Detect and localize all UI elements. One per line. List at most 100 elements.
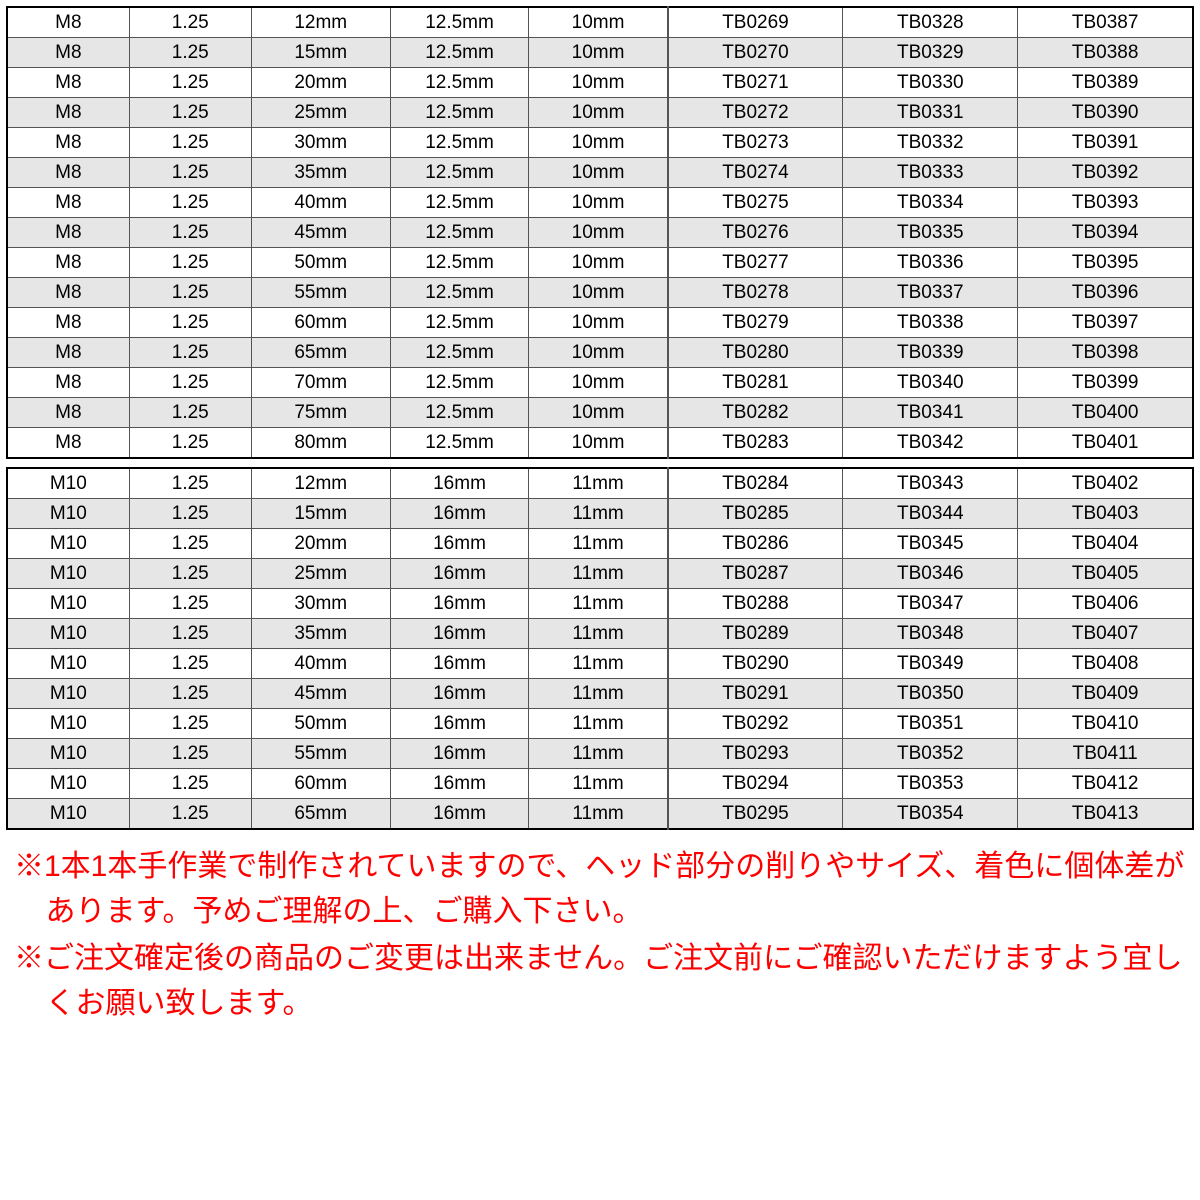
table-cell: TB0397	[1018, 308, 1193, 338]
table-cell: TB0340	[843, 368, 1018, 398]
table-cell: TB0345	[843, 529, 1018, 559]
table-cell: TB0273	[668, 128, 843, 158]
table-cell: M8	[7, 338, 129, 368]
table-row: M81.2530mm12.5mm10mmTB0273TB0332TB0391	[7, 128, 1193, 158]
table-cell: TB0387	[1018, 7, 1193, 38]
table-row: M81.2580mm12.5mm10mmTB0283TB0342TB0401	[7, 428, 1193, 459]
table-cell: TB0331	[843, 98, 1018, 128]
table-cell: 11mm	[529, 709, 668, 739]
table-cell: TB0398	[1018, 338, 1193, 368]
table-cell: 11mm	[529, 619, 668, 649]
table-cell: 1.25	[129, 68, 251, 98]
table-cell: 50mm	[251, 248, 390, 278]
table-cell: 30mm	[251, 589, 390, 619]
table-cell: TB0276	[668, 218, 843, 248]
table-cell: TB0350	[843, 679, 1018, 709]
table-cell: 80mm	[251, 428, 390, 459]
table-cell: TB0413	[1018, 799, 1193, 830]
table-cell: TB0336	[843, 248, 1018, 278]
table-cell: 11mm	[529, 799, 668, 830]
table-cell: M8	[7, 428, 129, 459]
table-cell: M10	[7, 709, 129, 739]
table-cell: TB0338	[843, 308, 1018, 338]
table-cell: TB0283	[668, 428, 843, 459]
table-cell: M8	[7, 398, 129, 428]
table-cell: 15mm	[251, 38, 390, 68]
table-row: M81.2545mm12.5mm10mmTB0276TB0335TB0394	[7, 218, 1193, 248]
table-cell: 1.25	[129, 679, 251, 709]
table-row: M81.2560mm12.5mm10mmTB0279TB0338TB0397	[7, 308, 1193, 338]
table-row: M81.2575mm12.5mm10mmTB0282TB0341TB0400	[7, 398, 1193, 428]
table-cell: TB0390	[1018, 98, 1193, 128]
table-cell: TB0281	[668, 368, 843, 398]
table-cell: 45mm	[251, 218, 390, 248]
notice-line-1: ※1本1本手作業で制作されていますので、ヘッド部分の削りやサイズ、着色に個体差が…	[14, 844, 1186, 934]
table-cell: TB0277	[668, 248, 843, 278]
table-cell: TB0349	[843, 649, 1018, 679]
table-row: M101.2525mm16mm11mmTB0287TB0346TB0405	[7, 559, 1193, 589]
table-cell: M10	[7, 589, 129, 619]
table-cell: 11mm	[529, 559, 668, 589]
table-cell: TB0291	[668, 679, 843, 709]
table-cell: TB0292	[668, 709, 843, 739]
table-cell: M8	[7, 158, 129, 188]
table-cell: 12.5mm	[390, 98, 529, 128]
table-cell: TB0328	[843, 7, 1018, 38]
table-cell: TB0287	[668, 559, 843, 589]
table-cell: 11mm	[529, 769, 668, 799]
table-cell: TB0392	[1018, 158, 1193, 188]
table-cell: 12mm	[251, 468, 390, 499]
table-cell: 10mm	[529, 188, 668, 218]
table-cell: M8	[7, 128, 129, 158]
table-cell: 16mm	[390, 468, 529, 499]
table-cell: TB0339	[843, 338, 1018, 368]
table-cell: M8	[7, 68, 129, 98]
table-cell: TB0289	[668, 619, 843, 649]
table-cell: 12.5mm	[390, 158, 529, 188]
table-cell: 16mm	[390, 679, 529, 709]
table-cell: TB0389	[1018, 68, 1193, 98]
table-cell: 1.25	[129, 248, 251, 278]
table-cell: M10	[7, 799, 129, 830]
table-cell: 10mm	[529, 98, 668, 128]
table-cell: TB0400	[1018, 398, 1193, 428]
table-cell: 1.25	[129, 739, 251, 769]
table-cell: 10mm	[529, 368, 668, 398]
table-cell: M8	[7, 248, 129, 278]
table-cell: 30mm	[251, 128, 390, 158]
table-row: M81.2565mm12.5mm10mmTB0280TB0339TB0398	[7, 338, 1193, 368]
table-cell: TB0294	[668, 769, 843, 799]
table-row: M101.2535mm16mm11mmTB0289TB0348TB0407	[7, 619, 1193, 649]
table-cell: 55mm	[251, 739, 390, 769]
table-cell: TB0335	[843, 218, 1018, 248]
table-cell: TB0344	[843, 499, 1018, 529]
table-cell: 10mm	[529, 308, 668, 338]
table-cell: TB0352	[843, 739, 1018, 769]
table-cell: TB0408	[1018, 649, 1193, 679]
table-cell: TB0290	[668, 649, 843, 679]
table-row: M101.2520mm16mm11mmTB0286TB0345TB0404	[7, 529, 1193, 559]
table-row: M81.2570mm12.5mm10mmTB0281TB0340TB0399	[7, 368, 1193, 398]
table-cell: 1.25	[129, 188, 251, 218]
table-cell: 16mm	[390, 799, 529, 830]
table-row: M81.2535mm12.5mm10mmTB0274TB0333TB0392	[7, 158, 1193, 188]
table-cell: TB0412	[1018, 769, 1193, 799]
table-cell: 10mm	[529, 7, 668, 38]
table-cell: 1.25	[129, 398, 251, 428]
table-cell: TB0284	[668, 468, 843, 499]
table-cell: TB0353	[843, 769, 1018, 799]
table-cell: 11mm	[529, 739, 668, 769]
table-cell: 20mm	[251, 529, 390, 559]
table-cell: 10mm	[529, 338, 668, 368]
table-cell: 35mm	[251, 619, 390, 649]
table-row: M81.2515mm12.5mm10mmTB0270TB0329TB0388	[7, 38, 1193, 68]
table-cell: TB0274	[668, 158, 843, 188]
table-cell: 40mm	[251, 649, 390, 679]
table-cell: 65mm	[251, 338, 390, 368]
table-cell: 1.25	[129, 529, 251, 559]
table-cell: TB0341	[843, 398, 1018, 428]
table-row: M81.2520mm12.5mm10mmTB0271TB0330TB0389	[7, 68, 1193, 98]
table-cell: 1.25	[129, 98, 251, 128]
table-row: M81.2555mm12.5mm10mmTB0278TB0337TB0396	[7, 278, 1193, 308]
table-cell: M10	[7, 769, 129, 799]
